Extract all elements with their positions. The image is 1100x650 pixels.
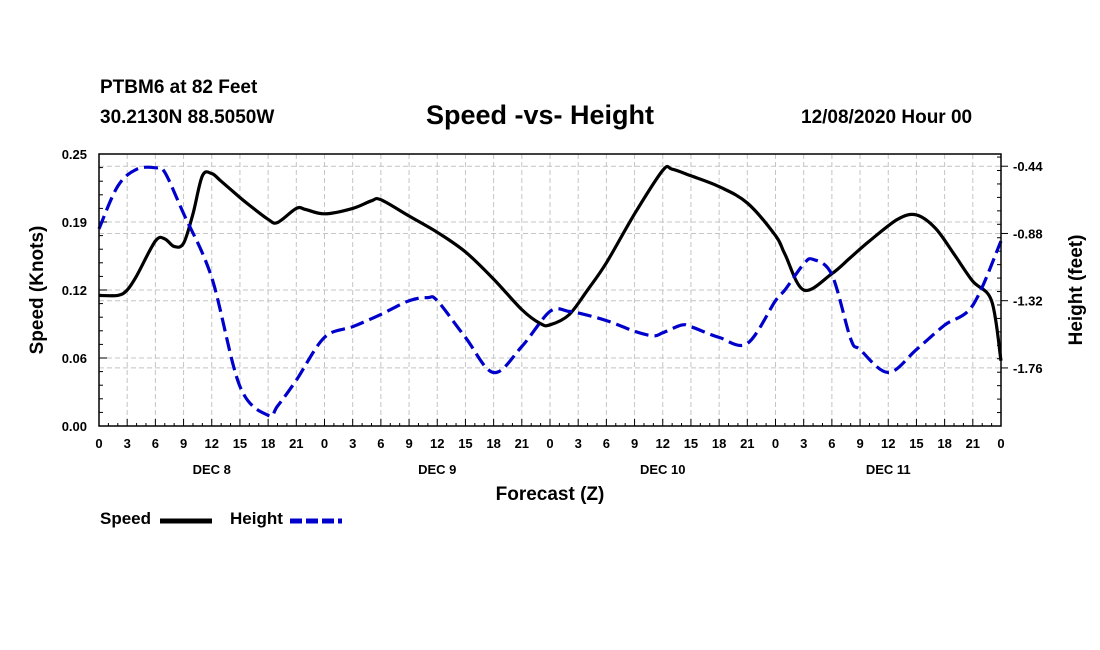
series-lines <box>97 164 1003 418</box>
x-tick-label: 3 <box>349 436 356 451</box>
x-tick-label: 9 <box>405 436 412 451</box>
y-right-tick-label: -1.32 <box>1013 294 1043 309</box>
x-tick-label: 3 <box>124 436 131 451</box>
x-tick-label: 0 <box>95 436 102 451</box>
x-tick-label: 15 <box>458 436 472 451</box>
x-tick-label: 0 <box>321 436 328 451</box>
station-label: PTBM6 at 82 Feet <box>100 77 258 98</box>
y-left-tick-label: 0.25 <box>62 147 87 162</box>
x-tick-label: 0 <box>546 436 553 451</box>
height-series-line <box>97 165 1003 418</box>
legend-height-label: Height <box>230 509 283 528</box>
x-tick-label: 18 <box>712 436 726 451</box>
x-tick-label: 12 <box>205 436 219 451</box>
y-axis-left-title: Speed (Knots) <box>27 226 48 355</box>
x-tick-label: 18 <box>261 436 275 451</box>
chart-title: Speed -vs- Height <box>426 100 655 130</box>
x-axis-title: Forecast (Z) <box>496 484 605 505</box>
x-tick-label: 9 <box>856 436 863 451</box>
x-tick-label: 21 <box>966 436 980 451</box>
y-left-tick-label: 0.12 <box>62 283 87 298</box>
y-left-tick-label: 0.06 <box>62 351 87 366</box>
x-tick-label: 9 <box>180 436 187 451</box>
x-tick-label: 12 <box>430 436 444 451</box>
forecast-timestamp: 12/08/2020 Hour 00 <box>801 107 973 128</box>
y-left-tick-label: 0.19 <box>62 215 87 230</box>
day-label: DEC 9 <box>418 462 456 477</box>
x-tick-label: 18 <box>486 436 500 451</box>
x-tick-label: 0 <box>772 436 779 451</box>
x-tick-label: 15 <box>909 436 923 451</box>
y-axis-right-title: Height (feet) <box>1066 235 1087 346</box>
day-label: DEC 10 <box>640 462 686 477</box>
x-tick-label: 9 <box>631 436 638 451</box>
x-tick-label: 21 <box>740 436 754 451</box>
x-tick-label: 6 <box>603 436 610 451</box>
x-tick-label: 6 <box>377 436 384 451</box>
speed-series-line <box>98 164 1003 361</box>
x-tick-label: 12 <box>881 436 895 451</box>
x-tick-label: 21 <box>515 436 529 451</box>
day-label: DEC 11 <box>866 462 911 477</box>
x-tick-label: 18 <box>937 436 951 451</box>
x-tick-label: 3 <box>800 436 807 451</box>
x-tick-label: 0 <box>997 436 1004 451</box>
axis-labels: 0 3 6 9 12 15 18 21 0 3 6 9 12 15 18 21 0 3 6 9 12 15 18 21 0 3 6 9… <box>62 147 1044 477</box>
x-tick-label: 6 <box>152 436 159 451</box>
x-tick-label: 6 <box>828 436 835 451</box>
day-label: DEC 8 <box>193 462 231 477</box>
y-left-tick-label: 0.00 <box>62 419 87 434</box>
x-tick-label: 15 <box>684 436 698 451</box>
legend-speed-label: Speed <box>100 509 152 528</box>
x-tick-label: 15 <box>233 436 247 451</box>
x-tick-label: 12 <box>656 436 670 451</box>
y-right-tick-label: -0.88 <box>1013 226 1043 241</box>
x-tick-label: 3 <box>575 436 582 451</box>
grid-lines <box>99 154 1001 426</box>
plot-frame <box>98 153 1002 427</box>
x-tick-label: 21 <box>289 436 303 451</box>
station-coordinates: 30.2130N 88.5050W <box>100 107 275 128</box>
y-right-tick-label: -0.44 <box>1013 159 1043 174</box>
y-right-tick-label: -1.76 <box>1013 361 1043 376</box>
